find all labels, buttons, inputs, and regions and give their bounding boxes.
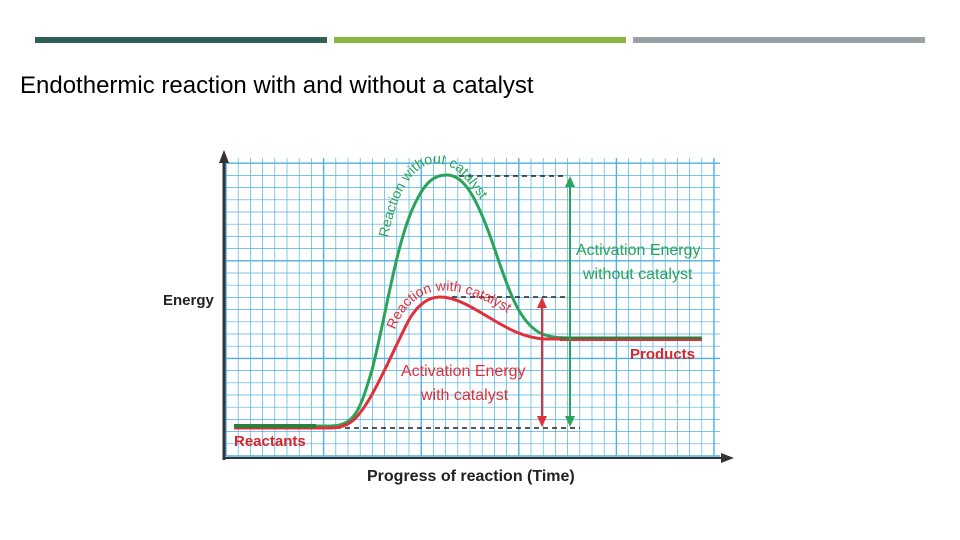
accent-bar-dark-green: [35, 37, 327, 43]
activation-with-arrowhead-up: [537, 297, 547, 308]
accent-bar-light-green: [334, 37, 626, 43]
y-axis-label: Energy: [163, 292, 215, 309]
activation-without-arrowhead-up: [565, 176, 575, 187]
y-axis-arrow: [219, 150, 229, 163]
activation-without-line1: Activation Energy: [576, 242, 701, 259]
activation-with-line1: Activation Energy: [401, 363, 526, 380]
accent-bar-gray: [633, 37, 925, 43]
curve-without-catalyst: [234, 173, 702, 428]
reactants-label: Reactants: [234, 433, 306, 450]
x-axis-arrow: [721, 453, 734, 463]
activation-with-line2: with catalyst: [420, 387, 509, 404]
products-label: Products: [630, 346, 695, 363]
activation-without-arrowhead-down: [565, 416, 575, 427]
activation-with-arrowhead-down: [537, 416, 547, 427]
grid: [225, 158, 720, 457]
curve-with-catalyst: [234, 295, 702, 430]
x-axis-label: Progress of reaction (Time): [367, 468, 575, 485]
diagram-background: [160, 135, 740, 490]
activation-without-line2: without catalyst: [582, 266, 693, 283]
slide-title: Endothermic reaction with and without a …: [20, 72, 534, 99]
